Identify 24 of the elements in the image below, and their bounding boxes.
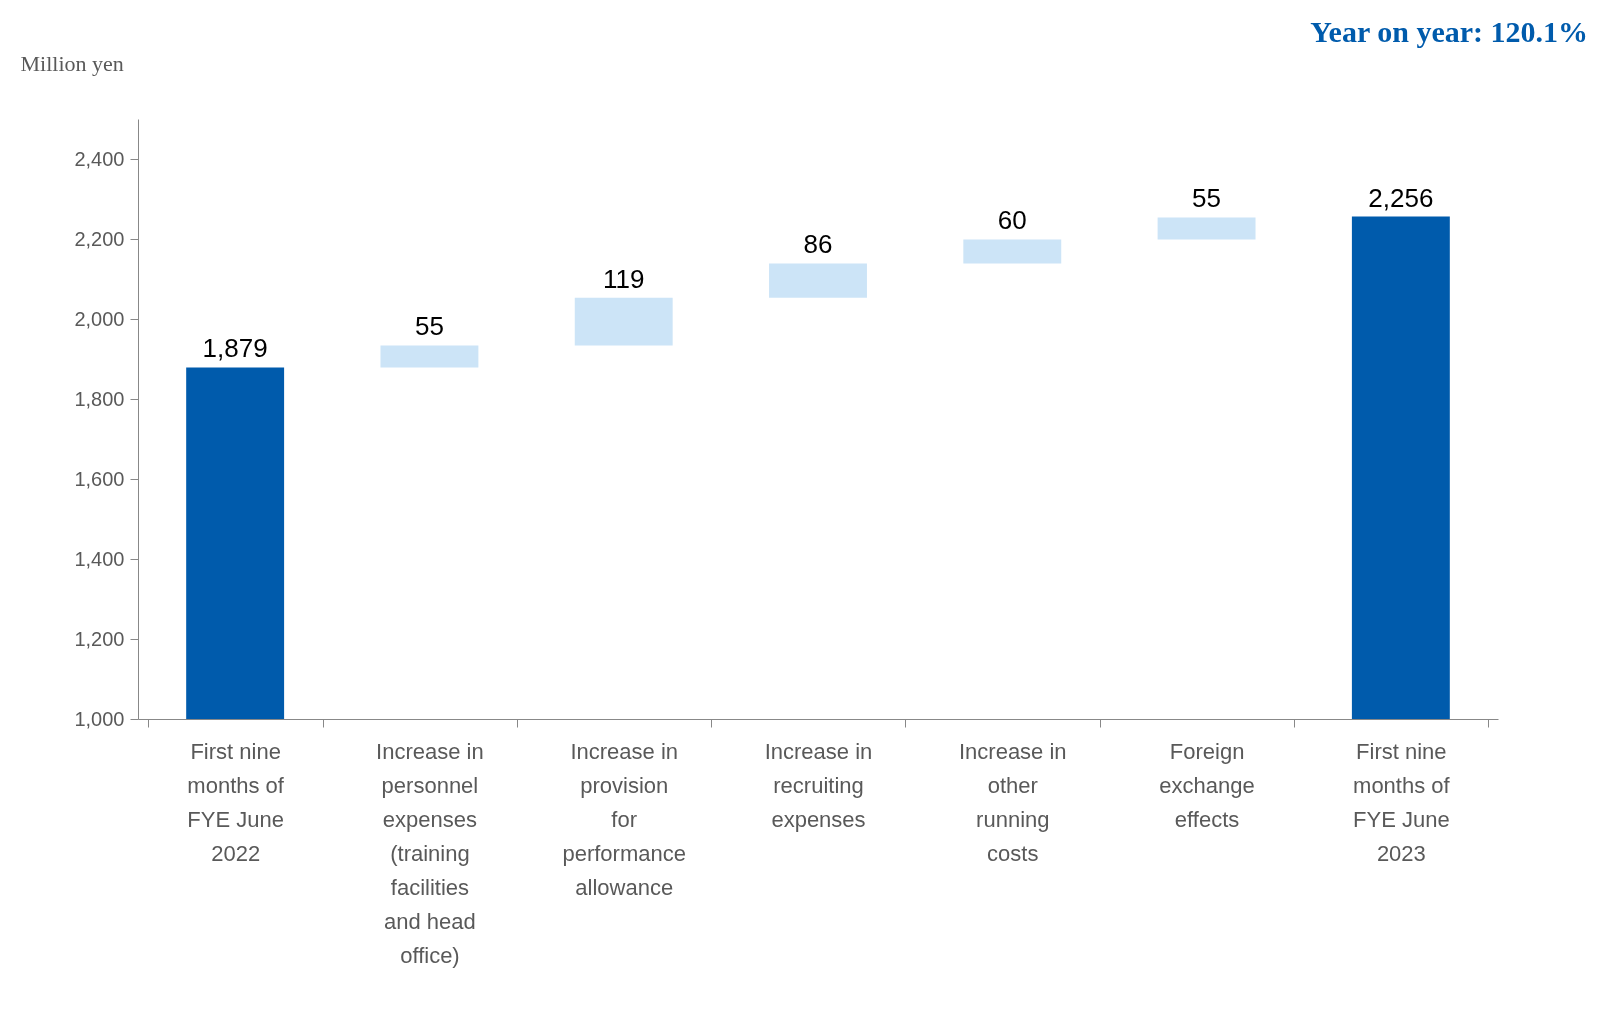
y-axis-title: Million yen — [20, 50, 124, 76]
x-tick-label: First nine months of FYE June 2023 — [1353, 738, 1451, 866]
y-tick-label: 2,400 — [74, 147, 125, 170]
y-tick-label: 1,200 — [74, 627, 125, 650]
y-tick-label: 2,200 — [74, 227, 125, 250]
data-label: 55 — [1192, 183, 1222, 214]
x-tick-label: Increase in provision for performance allowance — [562, 738, 686, 900]
y-tick-label: 1,000 — [74, 707, 125, 730]
y-tick-label: 2,000 — [74, 307, 125, 330]
y-tick-label: 1,800 — [74, 387, 125, 410]
data-label: 2,256 — [1368, 182, 1434, 213]
x-tick-label: Foreign exchange effects — [1159, 738, 1255, 832]
y-tick-label: 1,600 — [74, 467, 125, 490]
y-tick-label: 1,400 — [74, 547, 125, 570]
x-tick-label: Increase in recruiting expenses — [764, 738, 873, 832]
x-tick-label: Increase in other running costs — [958, 738, 1067, 866]
x-tick-label: First nine months of FYE June 2022 — [187, 738, 285, 866]
text: Year on year: 120.1% — [1310, 15, 1588, 48]
x-tick-label: Increase in personnel expenses (training facilities and head office) — [376, 738, 484, 968]
data-label: 55 — [414, 311, 444, 342]
data-label: 60 — [997, 205, 1027, 236]
data-label: 86 — [803, 229, 833, 260]
data-label: 1,879 — [202, 333, 268, 364]
data-label: 119 — [602, 263, 645, 294]
